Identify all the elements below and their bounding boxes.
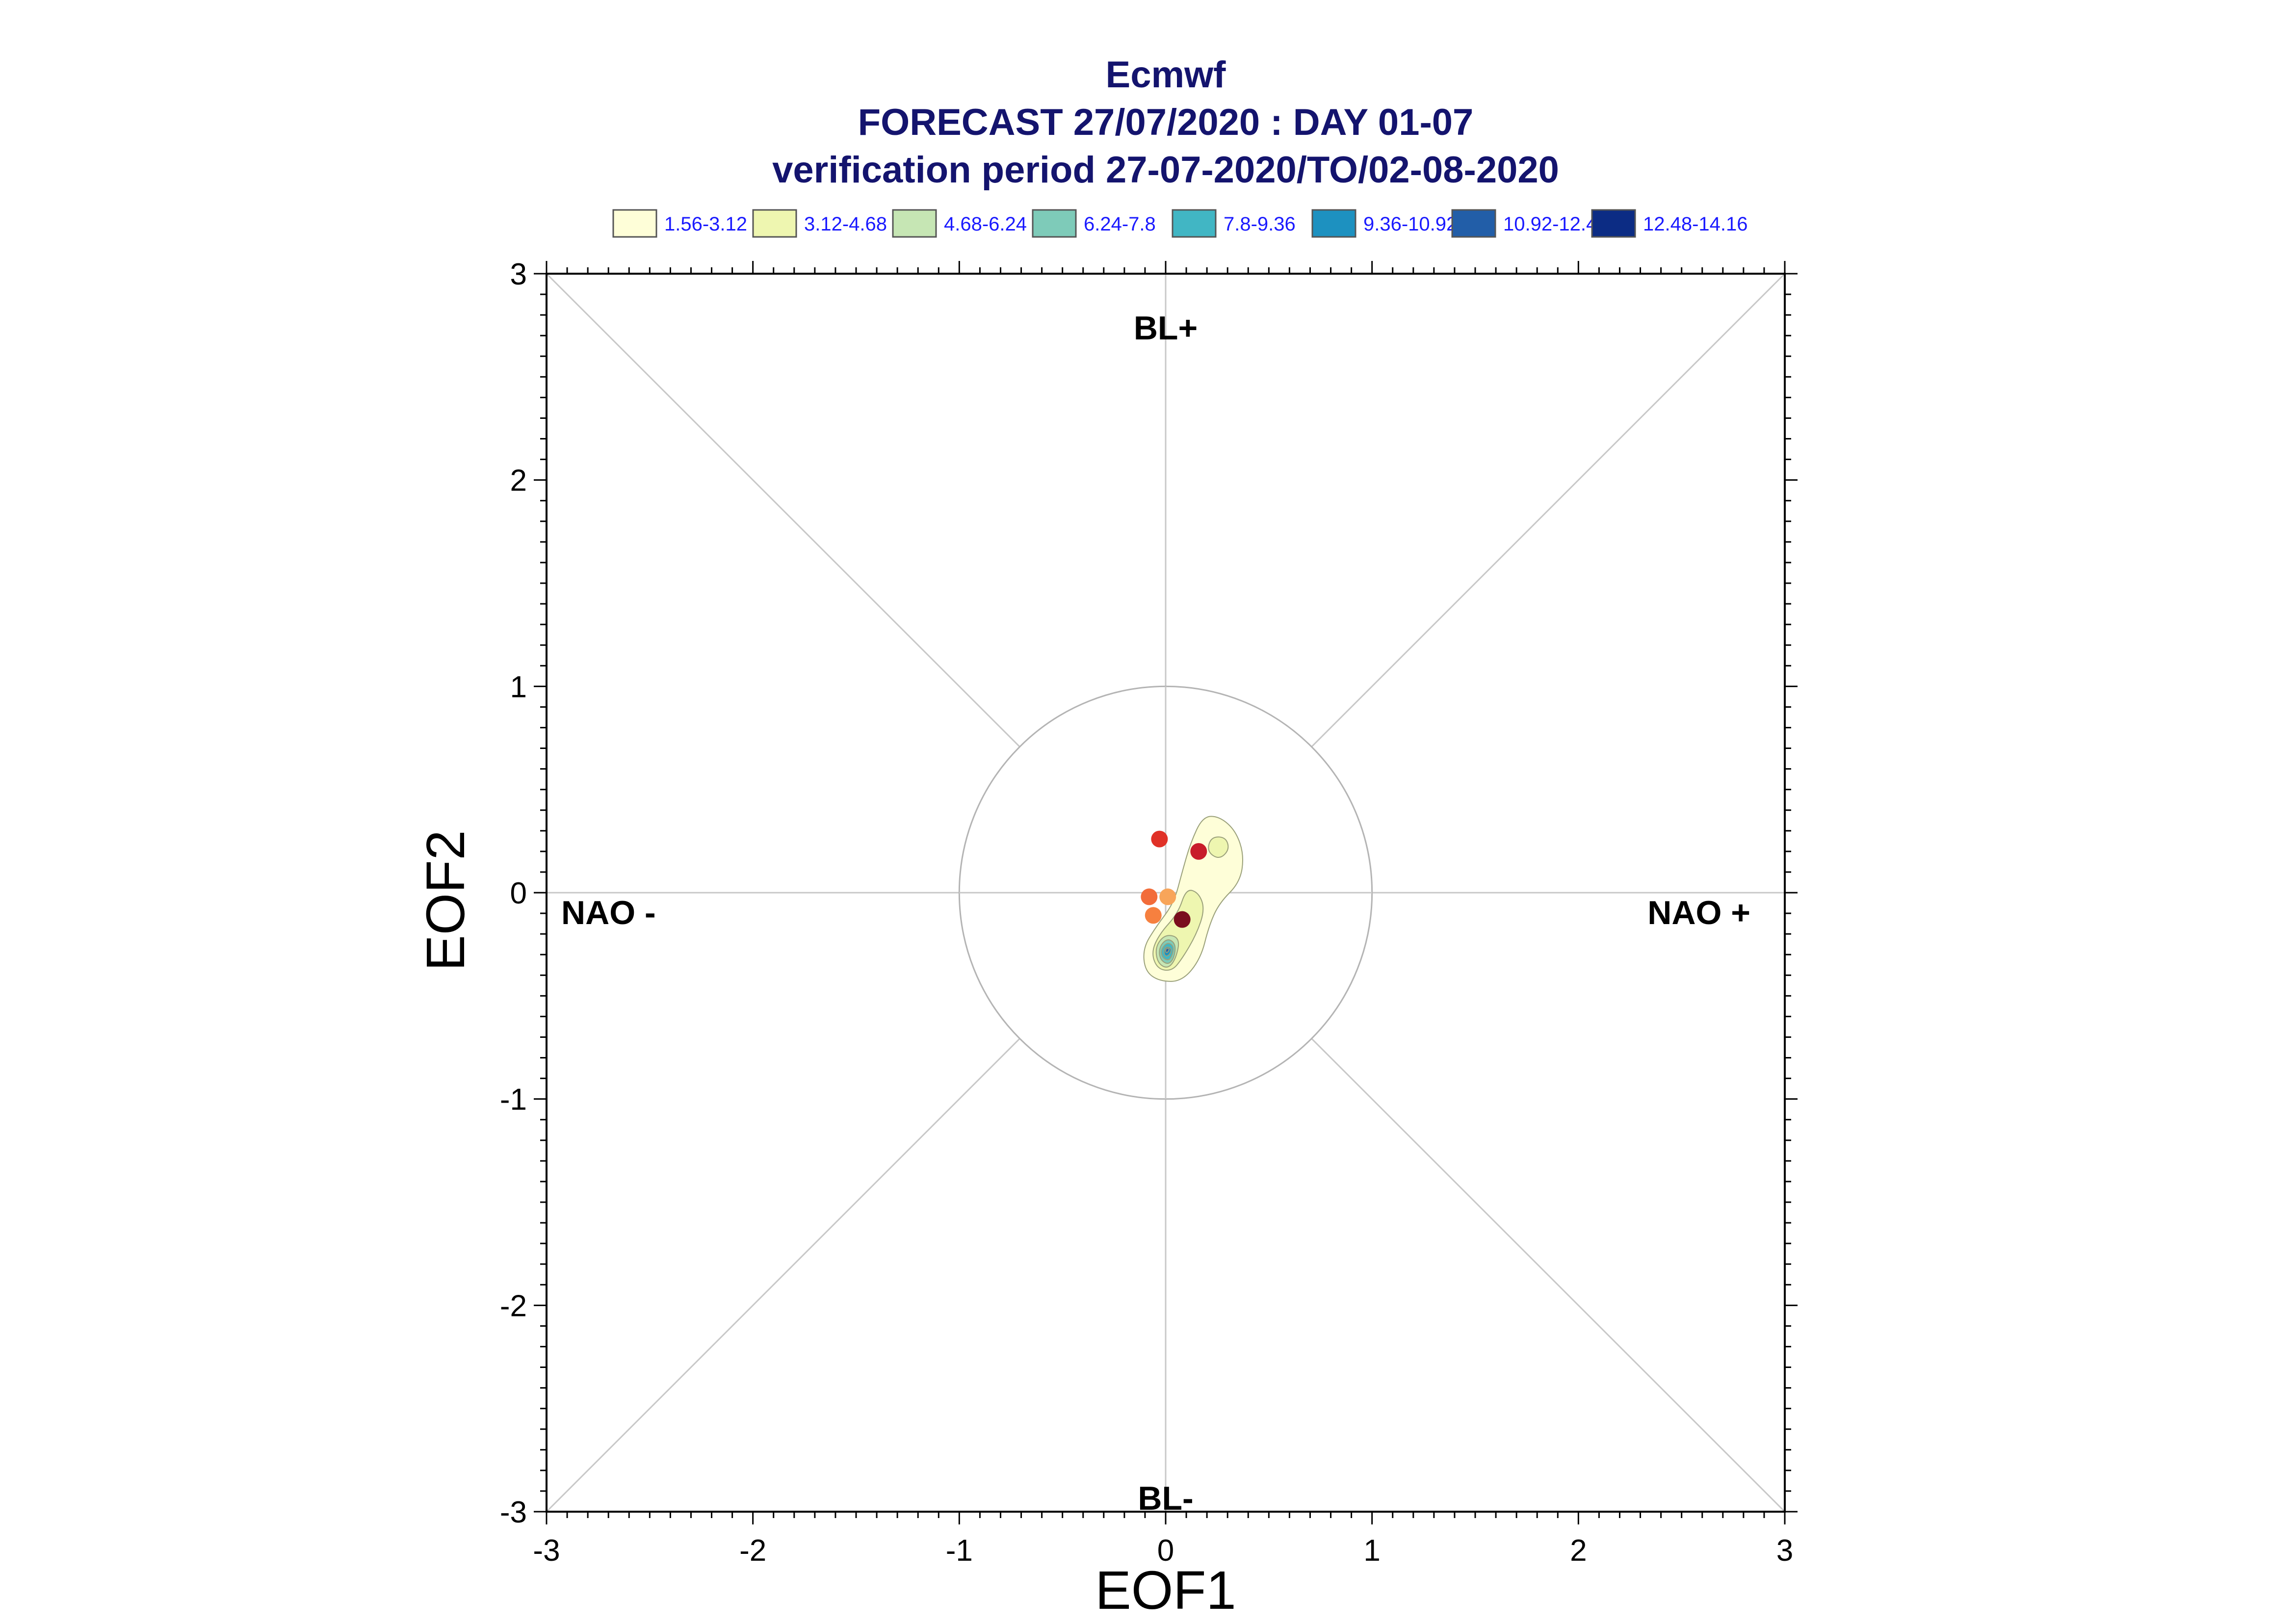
y-tick-label: -2 bbox=[500, 1289, 527, 1323]
legend-swatch bbox=[1591, 209, 1636, 238]
legend-label: 4.68-6.24 bbox=[944, 213, 1027, 235]
regime-labels: BL+ BL- NAO - NAO + bbox=[561, 309, 1750, 1517]
legend-label: 10.92-12.48 bbox=[1503, 213, 1608, 235]
x-tick-label: -1 bbox=[946, 1534, 973, 1568]
x-tick-label: -2 bbox=[739, 1534, 766, 1568]
legend-label: 3.12-4.68 bbox=[804, 213, 887, 235]
legend-swatch bbox=[612, 209, 657, 238]
legend-swatch bbox=[1311, 209, 1356, 238]
legend-label: 7.8-9.36 bbox=[1224, 213, 1296, 235]
x-tick-label: 3 bbox=[1776, 1534, 1793, 1568]
regime-label-right: NAO + bbox=[1647, 894, 1750, 931]
y-tick-label: 0 bbox=[510, 876, 527, 910]
forecast-point bbox=[1190, 843, 1207, 860]
legend-label: 6.24-7.8 bbox=[1084, 213, 1156, 235]
legend-swatch bbox=[752, 209, 797, 238]
y-tick-label: 1 bbox=[510, 670, 527, 704]
y-axis-label: EOF2 bbox=[416, 830, 476, 971]
y-tick-label: 3 bbox=[510, 258, 527, 291]
color-legend: 1.56-3.12 3.12-4.68 4.68-6.24 6.24-7.8 7.8-9… bbox=[612, 209, 1748, 238]
forecast-point bbox=[1151, 830, 1168, 848]
title-line-3: verification period 27-07-2020/TO/02-08-… bbox=[772, 149, 1559, 191]
x-axis-label: EOF1 bbox=[1095, 1560, 1236, 1621]
x-tick-label: -3 bbox=[533, 1534, 560, 1568]
title-line-1: Ecmwf bbox=[1106, 54, 1226, 96]
y-tick-label: -3 bbox=[500, 1495, 527, 1529]
density-contour bbox=[1208, 836, 1229, 858]
y-tick-label: 2 bbox=[510, 464, 527, 498]
forecast-point bbox=[1145, 907, 1162, 924]
forecast-point bbox=[1159, 888, 1176, 905]
forecast-point bbox=[1141, 888, 1158, 905]
regime-label-top: BL+ bbox=[1134, 309, 1198, 347]
legend-swatch bbox=[1172, 209, 1217, 238]
chart-title: Ecmwf FORECAST 27/07/2020 : DAY 01-07 ve… bbox=[772, 54, 1559, 191]
plot-area: -3 -2 -1 0 1 2 3 -3 -2 -1 0 1 2 3 bbox=[500, 258, 1798, 1568]
legend-swatch bbox=[1451, 209, 1496, 238]
forecast-point bbox=[1174, 911, 1191, 928]
y-tick-label: -1 bbox=[500, 1083, 527, 1117]
legend-label: 1.56-3.12 bbox=[664, 213, 747, 235]
regime-label-bottom: BL- bbox=[1138, 1480, 1193, 1517]
title-line-2: FORECAST 27/07/2020 : DAY 01-07 bbox=[858, 102, 1474, 143]
legend-label: 9.36-10.92 bbox=[1363, 213, 1457, 235]
x-tick-label: 2 bbox=[1570, 1534, 1587, 1568]
x-tick-label: 0 bbox=[1157, 1534, 1174, 1568]
density-contour bbox=[1165, 948, 1170, 953]
regime-label-left: NAO - bbox=[561, 894, 656, 931]
legend-swatch bbox=[892, 209, 937, 238]
legend-label: 12.48-14.16 bbox=[1643, 213, 1748, 235]
x-tick-label: 1 bbox=[1363, 1534, 1380, 1568]
legend-swatch bbox=[1032, 209, 1077, 238]
